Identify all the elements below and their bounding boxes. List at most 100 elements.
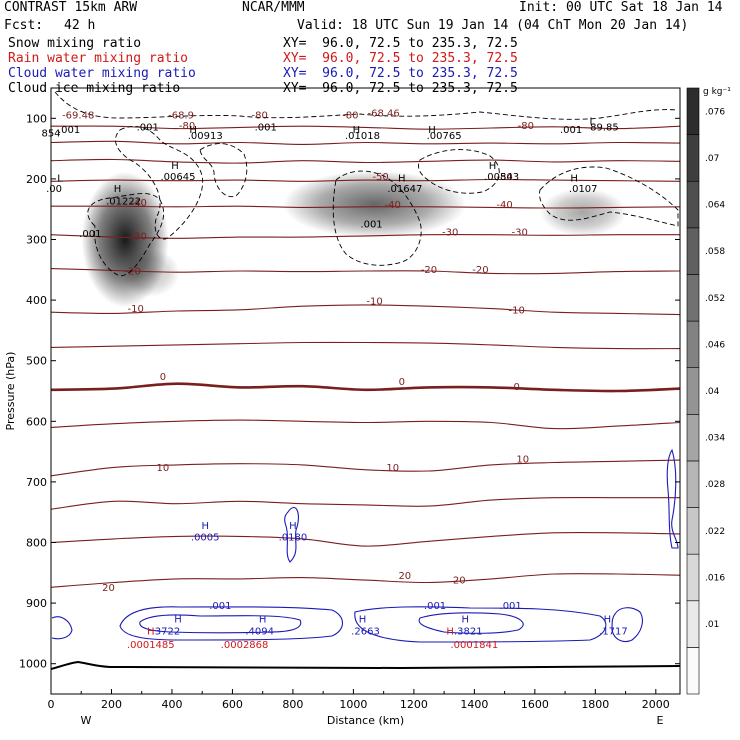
colorbar-tick-label-2: .022 xyxy=(705,527,725,537)
temperature-label-17: -20 xyxy=(472,265,488,276)
cloud-water-label-5: H xyxy=(174,614,182,625)
cloud-ice-label-26: .001 xyxy=(360,219,382,230)
colorbar-segment-4 xyxy=(687,461,699,508)
temperature-label-9: -40 xyxy=(385,200,401,211)
colorbar-tick-label-9: .064 xyxy=(705,201,725,211)
isotherm-13 xyxy=(51,532,680,546)
y-tick-label-0: 100 xyxy=(26,112,47,125)
cloud-water-label-8: .4094 xyxy=(245,627,274,638)
colorbar-segment-6 xyxy=(687,368,699,415)
rain-label-0: H xyxy=(147,627,155,638)
isotherm-11 xyxy=(51,460,680,476)
temperature-label-2: -80 xyxy=(251,110,267,121)
cloud-water-contour-5 xyxy=(52,617,72,639)
x-tick-label-10: 2000 xyxy=(642,698,670,711)
temperature-label-26: 10 xyxy=(516,455,529,466)
cloud-ice-label-14: .00 xyxy=(46,184,62,195)
cloud-ice-label-18: .01222 xyxy=(106,196,141,207)
y-tick-label-5: 600 xyxy=(26,415,47,428)
colorbar-segment-9 xyxy=(687,228,699,275)
colorbar-tick-label-11: .076 xyxy=(705,107,725,117)
cloud-ice-label-5: 89.85 xyxy=(590,122,619,133)
cloud-ice-label-25: .001 xyxy=(79,229,101,240)
cloud-ice-label-3: .001 xyxy=(560,125,582,136)
isotherm-12 xyxy=(51,498,680,510)
cloud-ice-label-2: .001 xyxy=(255,122,277,133)
cloud-water-label-9: H xyxy=(359,614,367,625)
colorbar-segment-7 xyxy=(687,321,699,368)
temperature-label-3: -80 xyxy=(342,110,358,121)
x-tick-label-6: 1200 xyxy=(400,698,428,711)
temperature-label-10: -40 xyxy=(496,200,512,211)
temperature-label-16: -20 xyxy=(421,265,437,276)
temperature-label-19: -10 xyxy=(366,296,382,307)
isotherm-9 xyxy=(51,384,680,391)
cloud-ice-label-24: .0107 xyxy=(569,184,598,195)
isotherm-10 xyxy=(51,420,680,429)
temperature-label-6: -80 xyxy=(518,121,534,132)
colorbar-tick-label-6: .046 xyxy=(705,340,725,350)
east-end-label: E xyxy=(657,714,664,727)
temperature-label-23: 0 xyxy=(514,382,520,393)
cloud-ice-contour-6 xyxy=(55,92,678,119)
cloud-ice-label-8: .00913 xyxy=(188,131,223,142)
cloud-ice-label-13: L xyxy=(57,173,63,184)
cloud-ice-label-21: H xyxy=(489,161,497,172)
cloud-water-label-14: .001 xyxy=(500,601,522,612)
isotherm-14 xyxy=(51,574,680,588)
cloud-water-label-11: .001 xyxy=(424,601,446,612)
cloud-ice-label-1: .001 xyxy=(137,122,159,133)
x-tick-label-5: 1000 xyxy=(339,698,367,711)
colorbar-tick-label-7: .052 xyxy=(705,294,725,304)
isotherm-8 xyxy=(51,342,680,348)
temperature-label-21: 0 xyxy=(160,372,166,383)
cloud-water-label-0: H xyxy=(201,521,209,532)
temperature-label-12: -30 xyxy=(131,232,147,243)
temperature-label-29: 20 xyxy=(453,576,466,587)
y-axis-title: Pressure (hPa) xyxy=(4,352,17,431)
y-tick-label-6: 700 xyxy=(26,476,47,489)
cloud-water-label-4: .001 xyxy=(209,601,231,612)
rain-label-4: .0001841 xyxy=(451,640,499,651)
cloud-water-label-16: .1717 xyxy=(599,627,628,638)
west-end-label: W xyxy=(81,714,92,727)
y-tick-label-2: 300 xyxy=(26,234,47,247)
x-tick-label-7: 1400 xyxy=(460,698,488,711)
snow-shading-3 xyxy=(540,188,627,236)
cloud-water-label-7: H xyxy=(259,614,267,625)
temperature-label-20: -10 xyxy=(509,305,525,316)
cloud-ice-contour-2 xyxy=(200,144,247,197)
colorbar-segment-3 xyxy=(687,508,699,555)
temperature-label-15: -20 xyxy=(124,267,140,278)
temperature-label-22: 0 xyxy=(399,377,405,388)
cloud-ice-label-12: .00765 xyxy=(427,131,462,142)
colorbar-tick-label-0: .01 xyxy=(705,620,719,630)
cloud-ice-label-10: .01018 xyxy=(345,131,380,142)
temperature-label-7: -50 xyxy=(372,172,388,183)
cloud-ice-label-22: .00843 xyxy=(484,172,519,183)
cloud-water-label-1: .0005 xyxy=(191,533,220,544)
x-tick-label-1: 200 xyxy=(101,698,122,711)
y-tick-label-8: 900 xyxy=(26,597,47,610)
cloud-water-label-10: .2663 xyxy=(351,627,380,638)
terrain-surface xyxy=(51,662,680,669)
rain-label-2: .0002868 xyxy=(221,640,269,651)
y-tick-label-1: 200 xyxy=(26,173,47,186)
temperature-label-27: 20 xyxy=(102,583,115,594)
temperature-label-0: -69.48 xyxy=(62,110,94,121)
y-tick-label-7: 800 xyxy=(26,537,47,550)
cloud-ice-label-0: .001 xyxy=(58,125,80,136)
colorbar-segment-2 xyxy=(687,554,699,601)
y-tick-label-9: 1000 xyxy=(19,658,47,671)
y-tick-label-3: 400 xyxy=(26,294,47,307)
cloud-ice-label-19: H xyxy=(398,173,406,184)
rain-label-1: .0001485 xyxy=(127,640,175,651)
colorbar-segment-11 xyxy=(687,135,699,182)
cloud-ice-label-15: H xyxy=(171,161,179,172)
colorbar-unit: g kg⁻¹ xyxy=(703,87,731,97)
colorbar-tick-label-5: .04 xyxy=(705,387,720,397)
colorbar-segment-8 xyxy=(687,274,699,321)
x-tick-label-0: 0 xyxy=(48,698,55,711)
cloud-water-label-6: .3722 xyxy=(152,627,181,638)
